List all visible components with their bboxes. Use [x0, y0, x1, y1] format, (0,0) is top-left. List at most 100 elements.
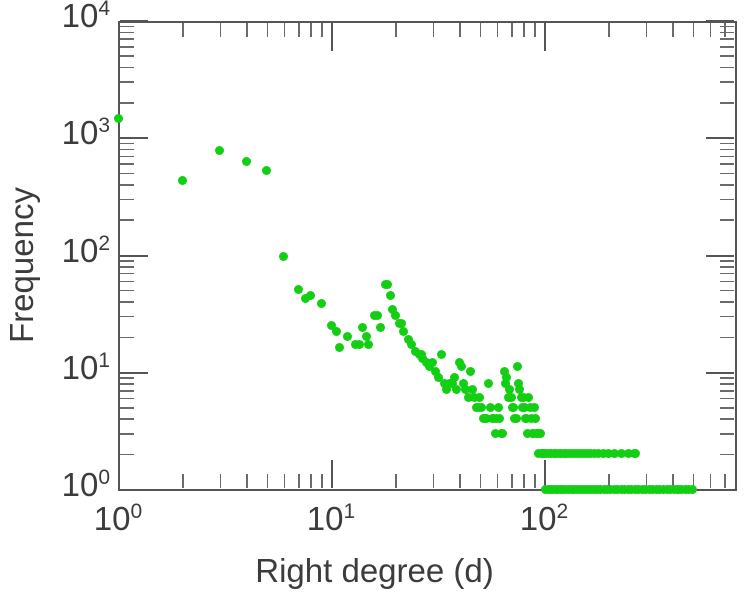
x-minor-tick	[496, 474, 499, 488]
data-point	[506, 393, 516, 403]
y-tick-label: 104	[61, 0, 110, 35]
y-minor-tick	[120, 389, 134, 392]
x-minor-tick-top	[511, 23, 513, 37]
x-minor-tick-top	[496, 23, 499, 37]
x-minor-tick-top	[459, 23, 461, 37]
y-minor-tick-right	[720, 433, 734, 435]
data-point	[524, 393, 534, 403]
y-major-tick-right	[706, 371, 734, 374]
data-point	[467, 385, 477, 395]
data-point	[316, 299, 326, 309]
data-point	[262, 166, 272, 176]
y-minor-tick-right	[720, 38, 734, 40]
y-minor-tick	[120, 198, 134, 201]
x-tick-label: 100	[93, 500, 143, 537]
y-minor-tick	[120, 148, 134, 151]
data-point	[390, 311, 400, 321]
y-minor-tick	[120, 184, 134, 186]
x-major-tick	[331, 460, 333, 488]
data-point	[449, 372, 459, 382]
x-minor-tick-top	[219, 23, 222, 37]
x-major-tick	[118, 460, 120, 488]
y-major-tick	[120, 137, 148, 140]
data-point	[343, 332, 353, 342]
x-minor-tick-top	[608, 23, 610, 37]
x-tick-label: 102	[519, 500, 569, 537]
y-tick-label: 101	[61, 348, 110, 386]
data-point	[305, 290, 315, 300]
y-minor-tick	[120, 81, 134, 84]
data-point	[428, 358, 438, 368]
y-minor-tick-right	[720, 66, 734, 69]
x-minor-tick	[310, 474, 312, 488]
data-point	[331, 327, 341, 337]
data-point	[177, 175, 187, 185]
data-point	[382, 279, 392, 289]
y-minor-tick	[120, 155, 134, 158]
x-minor-tick	[182, 474, 184, 488]
y-minor-tick-right	[720, 315, 734, 318]
y-minor-tick-right	[720, 155, 734, 158]
y-tick-label: 100	[61, 466, 110, 503]
y-minor-tick-right	[720, 453, 734, 456]
y-major-tick-right	[706, 20, 734, 23]
x-axis-line	[118, 489, 737, 491]
y-major-tick-right	[706, 254, 734, 257]
y-major-tick-right	[706, 137, 734, 140]
x-major-tick-top	[544, 23, 546, 51]
x-minor-tick-top	[534, 23, 536, 37]
data-point	[293, 285, 303, 295]
y-minor-tick-right	[720, 397, 734, 400]
y-minor-tick-right	[720, 46, 734, 48]
y-minor-tick-right	[720, 198, 734, 201]
data-point	[518, 393, 528, 403]
data-point	[616, 449, 626, 459]
y-major-tick	[120, 371, 148, 374]
y-minor-tick	[120, 142, 134, 145]
data-point	[385, 290, 395, 300]
y-minor-tick-right	[720, 265, 734, 268]
y-minor-tick	[120, 315, 134, 318]
y-minor-tick-right	[720, 148, 734, 151]
x-minor-tick-top	[298, 23, 300, 37]
x-minor-tick-top	[692, 23, 695, 37]
y-major-tick	[120, 489, 148, 491]
data-point	[459, 378, 469, 388]
data-point	[512, 362, 522, 372]
data-point	[431, 367, 441, 377]
y-major-tick	[120, 254, 148, 257]
y-tick-label: 102	[61, 231, 110, 269]
data-point	[361, 332, 371, 342]
x-minor-tick	[608, 474, 610, 488]
y-minor-tick	[120, 336, 134, 339]
data-point	[499, 367, 509, 377]
y-minor-tick-right	[720, 172, 734, 175]
y-minor-tick	[120, 453, 134, 456]
data-point	[469, 393, 479, 403]
data-point	[493, 402, 503, 412]
data-point	[535, 428, 545, 438]
y-minor-tick-right	[720, 163, 734, 165]
x-minor-tick	[534, 474, 536, 488]
y-minor-tick	[120, 377, 134, 379]
data-point	[631, 449, 641, 459]
y-axis-title: Frequency	[3, 187, 40, 343]
y-minor-tick-right	[720, 259, 734, 262]
plot-area	[113, 20, 737, 494]
x-minor-tick	[219, 474, 222, 488]
x-minor-tick-top	[283, 23, 286, 37]
x-minor-tick-top	[321, 23, 323, 37]
y-minor-tick	[120, 289, 134, 292]
y-minor-tick	[120, 433, 134, 435]
x-minor-tick	[692, 474, 695, 488]
data-point	[335, 343, 345, 353]
top-spine-line	[118, 21, 737, 23]
data-point	[505, 385, 515, 395]
data-point	[424, 362, 434, 372]
y-minor-tick-right	[720, 389, 734, 392]
data-point	[326, 320, 336, 330]
data-point	[490, 428, 500, 438]
y-minor-tick	[120, 397, 134, 400]
y-minor-tick-right	[720, 272, 734, 275]
y-minor-tick	[120, 259, 134, 262]
